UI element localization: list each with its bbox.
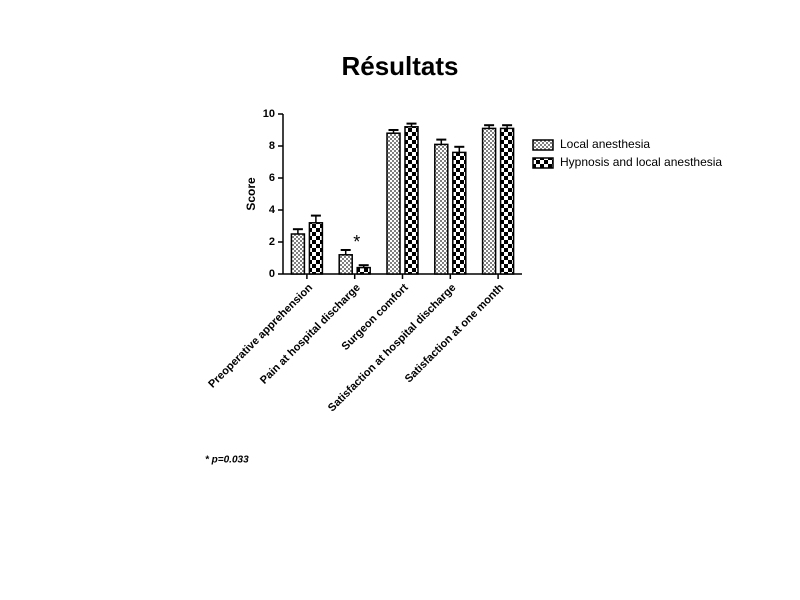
error-bar: [454, 145, 465, 153]
bar: [434, 143, 449, 275]
bar: [499, 127, 515, 275]
bar: [356, 266, 371, 275]
error-bar: [310, 214, 321, 223]
bar: [308, 222, 324, 275]
x-tick-label: Satisfaction at one month: [403, 282, 507, 386]
y-tick-label: 2: [269, 236, 275, 248]
legend-label: Hypnosis and local anesthesia: [560, 155, 722, 169]
footnote: * p=0.033: [205, 455, 249, 466]
legend-swatch: [532, 157, 554, 169]
error-bar: [292, 228, 303, 234]
y-tick-label: 10: [263, 108, 275, 120]
y-axis-label: Score: [244, 177, 258, 211]
error-bar: [484, 124, 495, 129]
y-tick-label: 6: [269, 172, 275, 184]
y-tick-label: 8: [269, 140, 275, 152]
legend-label: Local anesthesia: [560, 137, 650, 151]
bar: [386, 132, 401, 275]
error-bar: [406, 122, 417, 127]
significance-marker: *: [353, 232, 360, 252]
legend-swatch: [532, 139, 554, 151]
y-tick-label: 4: [269, 204, 276, 216]
y-tick-label: 0: [269, 268, 275, 280]
bar: [404, 126, 419, 275]
bar: [290, 233, 306, 275]
chart-title: Résultats: [341, 51, 458, 81]
bar: [338, 254, 353, 275]
error-bar: [502, 124, 513, 129]
error-bar: [388, 129, 399, 134]
error-bar: [340, 249, 351, 255]
x-tick-label: Pain at hospital discharge: [258, 282, 363, 387]
bar: [452, 151, 467, 275]
bar: [481, 127, 497, 275]
error-bar: [436, 138, 447, 145]
error-bar: [358, 264, 369, 268]
